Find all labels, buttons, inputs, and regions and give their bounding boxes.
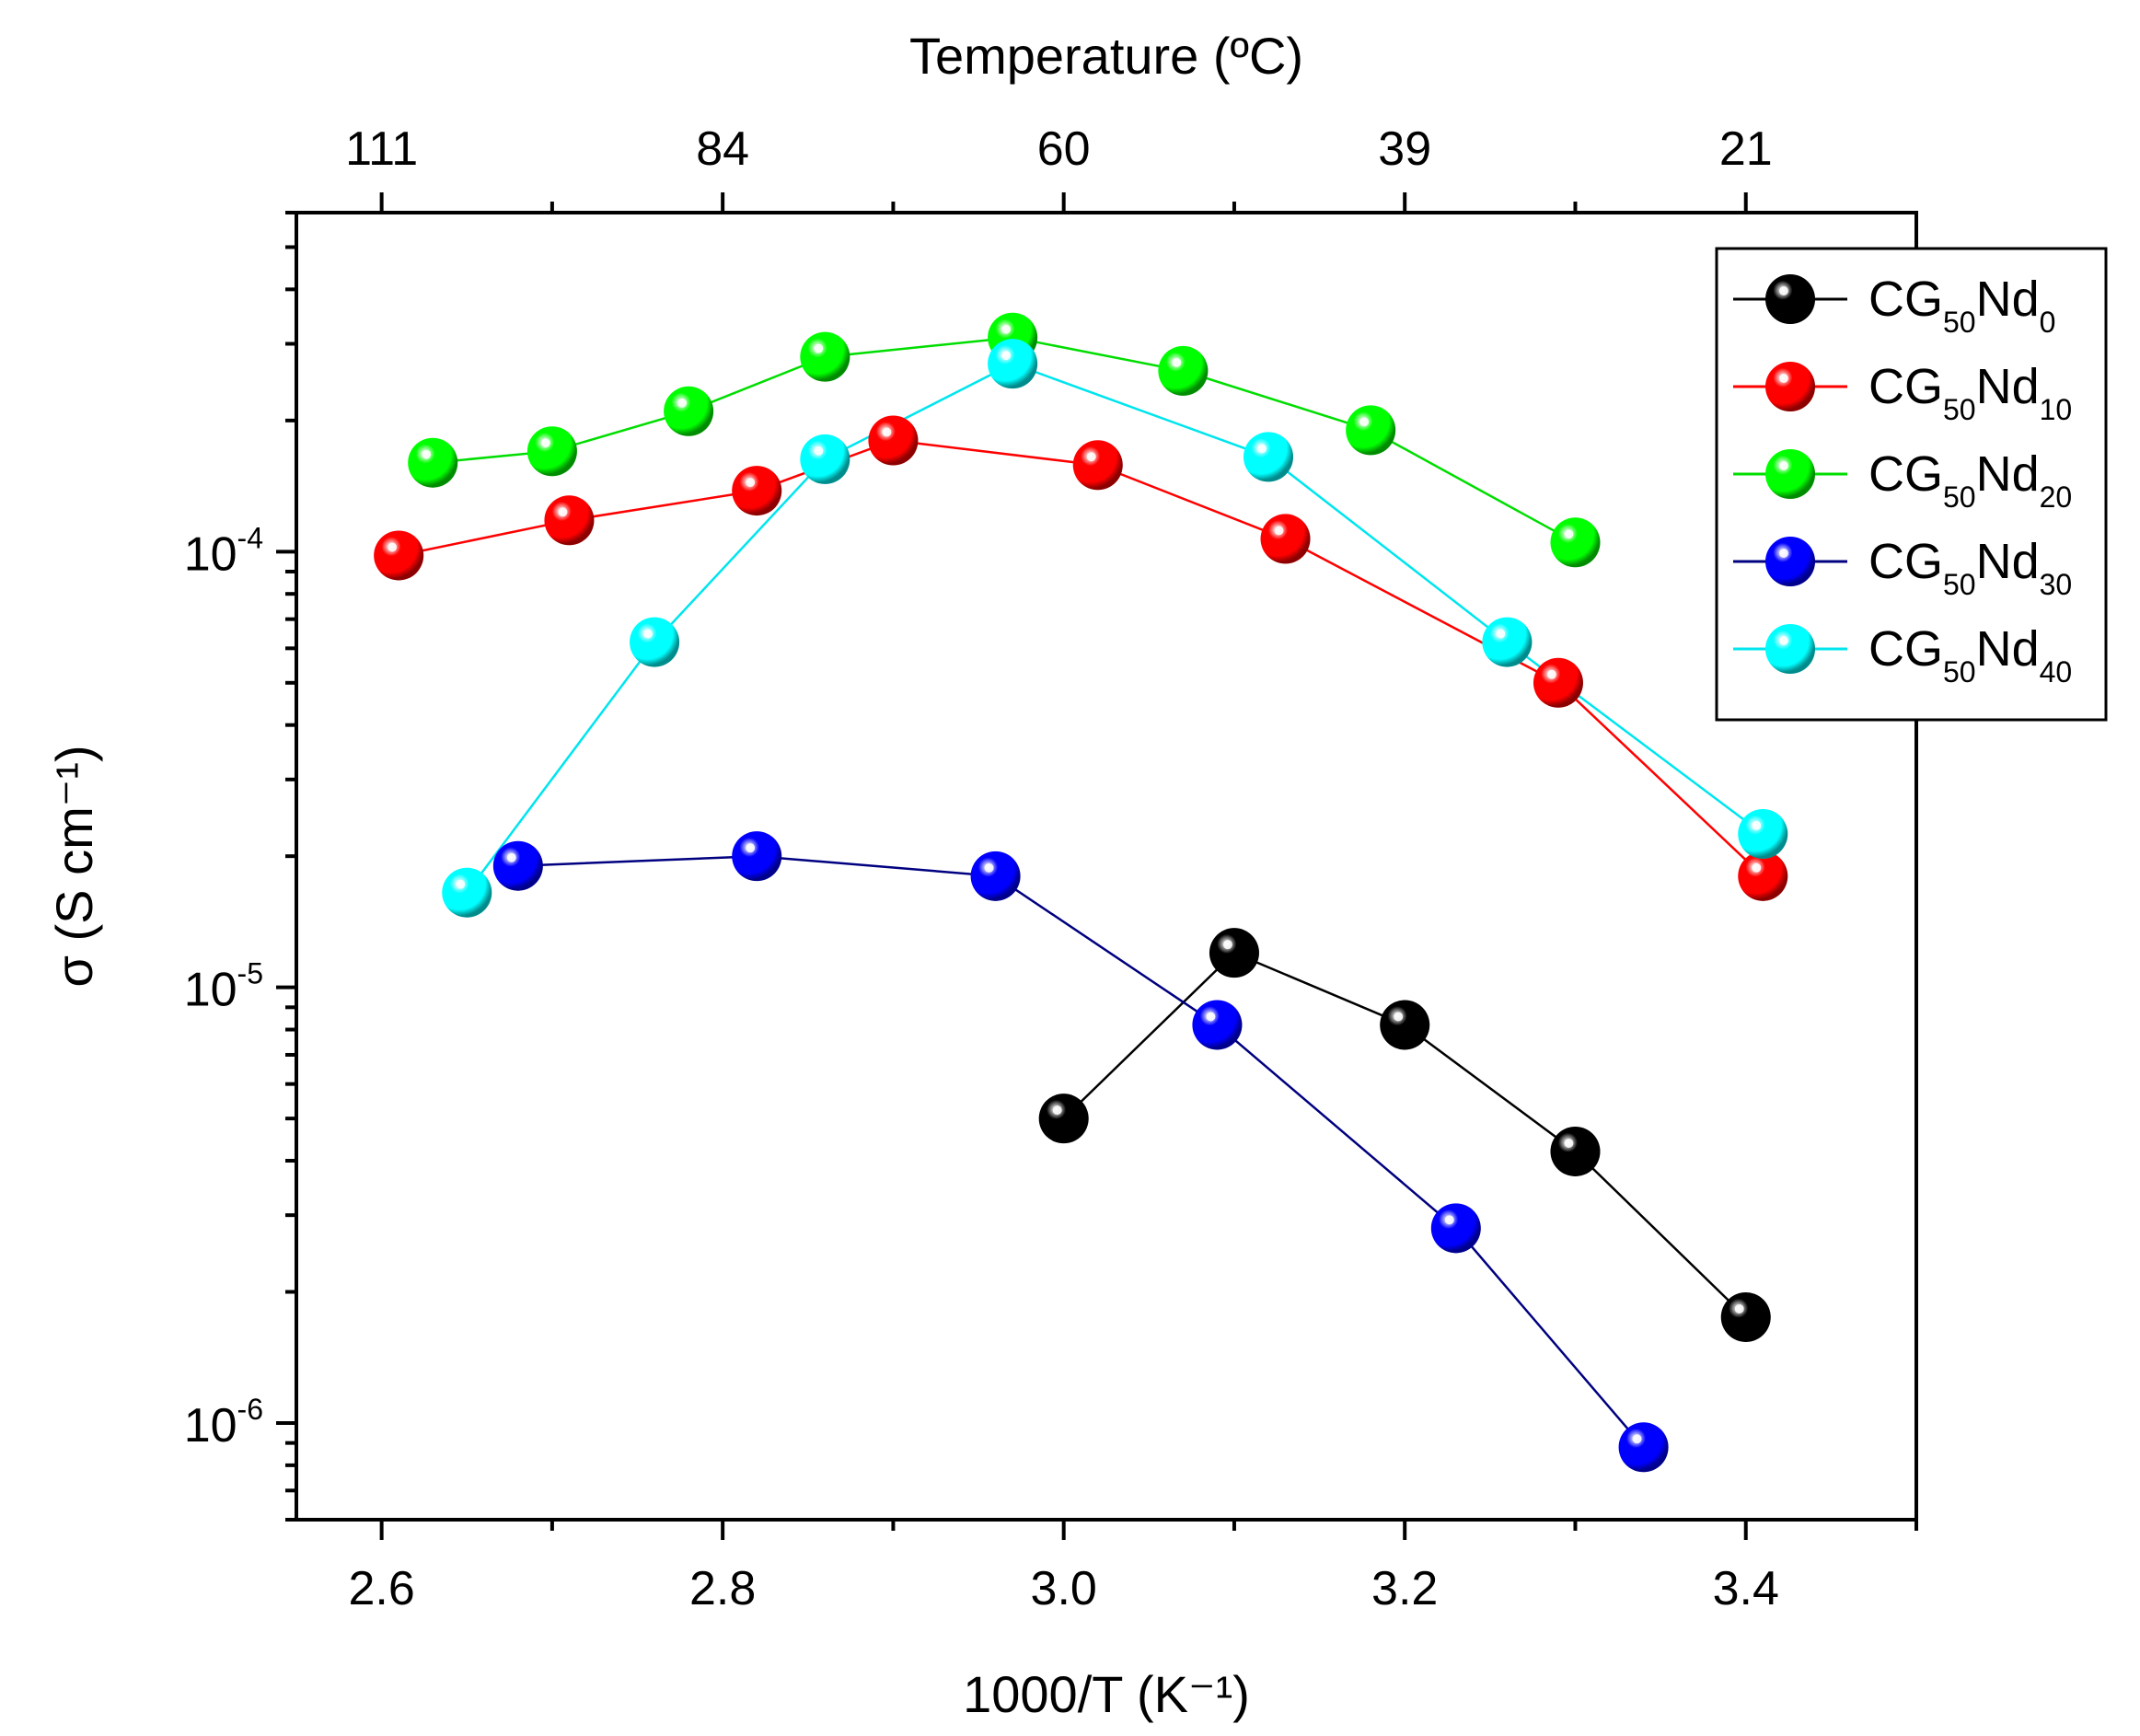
data-point-CG50Nd30 [492, 840, 543, 891]
x-tick-label: 3.2 [1371, 1562, 1438, 1615]
data-point-CG50Nd10 [1072, 440, 1123, 491]
data-point-CG50Nd40 [630, 617, 680, 667]
legend-marker [1765, 624, 1815, 674]
data-point-CG50Nd10 [732, 466, 782, 516]
top-tick-label: 84 [696, 122, 749, 176]
legend-item: CG50Nd40 [1733, 621, 2072, 689]
data-point-CG50Nd20 [408, 437, 458, 488]
data-point-CG50Nd10 [1738, 851, 1788, 901]
legend-marker [1765, 537, 1815, 586]
legend-item: CG50Nd20 [1733, 446, 2072, 514]
legend-marker [1765, 274, 1815, 324]
y-axis-title: σ (S cm⁻¹) [45, 745, 103, 987]
x-tick-label: 3.4 [1713, 1562, 1779, 1615]
data-point-CG50Nd20 [1550, 517, 1601, 568]
legend-label: CG50Nd30 [1868, 534, 2072, 601]
data-point-CG50Nd20 [800, 331, 850, 382]
top-axis-title: Temperature (ºC) [909, 27, 1303, 85]
y-tick-label: 10-5 [184, 957, 263, 1017]
data-point-CG50Nd0 [1550, 1126, 1601, 1176]
x-tick-label: 3.0 [1031, 1562, 1097, 1615]
top-tick-label: 60 [1037, 122, 1091, 176]
data-point-CG50Nd0 [1038, 1094, 1089, 1144]
data-point-CG50Nd40 [800, 434, 850, 484]
plot-frame [295, 211, 1918, 1522]
y-tick-label: 10-6 [184, 1393, 263, 1452]
data-point-CG50Nd0 [1720, 1291, 1771, 1342]
data-point-CG50Nd30 [732, 831, 782, 882]
data-point-CG50Nd40 [1244, 432, 1293, 482]
legend-label: CG50Nd40 [1868, 621, 2072, 689]
data-point-CG50Nd20 [526, 426, 577, 477]
data-point-CG50Nd10 [1260, 514, 1311, 564]
data-point-CG50Nd40 [1738, 808, 1788, 859]
top-tick-label: 111 [345, 122, 418, 176]
legend-marker [1765, 449, 1815, 499]
data-point-CG50Nd0 [1209, 928, 1259, 978]
x-tick-label: 2.6 [348, 1562, 414, 1615]
legend-label: CG50Nd20 [1868, 446, 2072, 514]
legend-item: CG50Nd10 [1733, 359, 2072, 426]
data-point-CG50Nd20 [1158, 345, 1209, 396]
data-point-CG50Nd10 [544, 495, 595, 546]
data-point-CG50Nd0 [1380, 1000, 1430, 1050]
top-tick-label: 21 [1719, 122, 1773, 176]
data-point-CG50Nd10 [374, 530, 424, 581]
x-tick-label: 2.8 [689, 1562, 756, 1615]
legend-item: CG50Nd0 [1733, 272, 2055, 339]
y-tick-label: 10-4 [184, 521, 263, 581]
data-point-CG50Nd20 [1346, 405, 1396, 456]
plot-area: 2.6 2.8 3.0 3.2 3.4 111 84 60 39 21 10-4 10-5 10-6 10… [45, 27, 2108, 1723]
legend: CG50Nd0 CG50Nd10 CG50Nd20 CG50Nd30 CG50Nd40 [1715, 247, 2108, 722]
data-point-CG50Nd40 [1482, 617, 1533, 667]
legend-label: CG50Nd0 [1868, 272, 2055, 339]
top-tick-label: 39 [1378, 122, 1431, 176]
data-point-CG50Nd30 [970, 851, 1021, 901]
data-point-CG50Nd40 [988, 339, 1038, 389]
legend-label: CG50Nd10 [1868, 359, 2072, 426]
data-point-CG50Nd40 [442, 867, 492, 918]
data-point-CG50Nd20 [664, 386, 714, 436]
data-point-CG50Nd30 [1192, 1000, 1243, 1050]
data-point-CG50Nd10 [868, 415, 919, 466]
x-axis-title: 1000/T (K⁻¹) [963, 1665, 1250, 1723]
legend-marker [1765, 362, 1815, 411]
legend-item: CG50Nd30 [1733, 534, 2072, 601]
series-line-CG50Nd30 [517, 854, 1645, 1449]
data-point-CG50Nd30 [1430, 1203, 1481, 1254]
data-point-CG50Nd10 [1533, 657, 1583, 708]
data-point-CG50Nd30 [1618, 1422, 1669, 1473]
